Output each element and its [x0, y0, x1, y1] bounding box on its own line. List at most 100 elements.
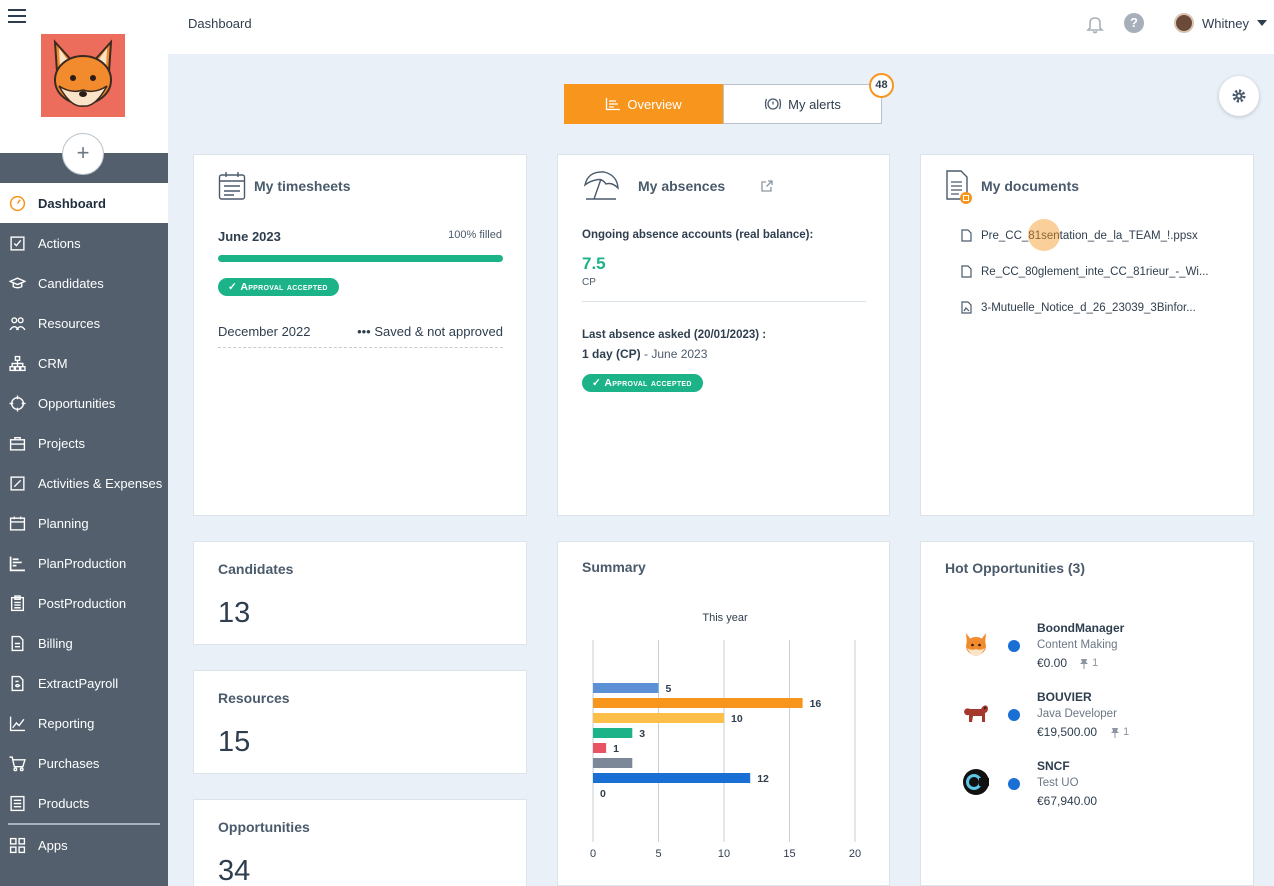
- bar: [593, 773, 751, 783]
- sidebar-item-apps[interactable]: Apps: [0, 825, 168, 865]
- sidebar-item-crm[interactable]: CRM: [0, 343, 168, 383]
- fox-logo-icon: [53, 39, 113, 107]
- bar: [593, 698, 803, 708]
- bar: [593, 713, 724, 723]
- user-menu[interactable]: Whitney: [1174, 13, 1267, 33]
- sidebar-item-planning[interactable]: Planning: [0, 503, 168, 543]
- tab-my-alerts-label: My alerts: [788, 96, 841, 112]
- sidebar-item-actions[interactable]: Actions: [0, 223, 168, 263]
- people-icon: [7, 314, 27, 332]
- last-absence-details: 1 day (CP) - June 2023: [582, 347, 707, 361]
- timesheet-status: ••• Saved & not approved: [357, 324, 503, 339]
- sidebar-item-label: Candidates: [38, 275, 104, 291]
- opportunities-card[interactable]: Opportunities 34: [193, 799, 527, 886]
- document-name: Pre_CC_81sentation_de_la_TEAM_!.ppsx: [981, 229, 1198, 242]
- sidebar-item-label: Opportunities: [38, 395, 116, 411]
- help-icon[interactable]: ?: [1124, 13, 1144, 33]
- sidebar-item-billing[interactable]: Billing: [0, 623, 168, 663]
- opportunity-amount: €0.00: [1037, 656, 1068, 670]
- opportunity-amount: €67,940.00: [1037, 794, 1098, 808]
- checklist-icon: [7, 234, 27, 252]
- sidebar-item-label: Products: [38, 795, 90, 811]
- company-logo[interactable]: [41, 34, 125, 117]
- sidebar-item-label: Billing: [38, 635, 73, 651]
- timesheet-month[interactable]: June 2023: [218, 229, 281, 244]
- hot-opportunities-card: Hot Opportunities (3) BoondManager Conte…: [920, 541, 1254, 886]
- data-label: 16: [810, 698, 822, 710]
- gear-icon: [1232, 89, 1246, 103]
- document-link[interactable]: 3-Mutuelle_Notice_d_26_23039_3Binfor...: [961, 301, 1196, 314]
- fox-logo-icon: [966, 633, 986, 657]
- sidebar-item-label: Planning: [38, 515, 89, 531]
- opportunity-name: BoondManager: [1037, 621, 1125, 635]
- tab-my-alerts[interactable]: My alerts: [723, 84, 882, 124]
- opportunities-count: 34: [218, 855, 251, 886]
- opportunity-item[interactable]: BoondManager Content Making €0.00 1: [921, 621, 1255, 681]
- sidebar-item-dashboard[interactable]: Dashboard: [0, 183, 168, 223]
- dashboard-settings-button[interactable]: [1219, 76, 1259, 116]
- invoice-icon: [7, 634, 27, 652]
- sidebar-item-candidates[interactable]: Candidates: [0, 263, 168, 303]
- edit-document-icon: [7, 474, 27, 492]
- timesheet-row[interactable]: December 2022 ••• Saved & not approved: [218, 322, 503, 348]
- chevron-down-icon: [1256, 20, 1267, 26]
- external-link-icon[interactable]: [761, 180, 773, 192]
- hamburger-menu-icon[interactable]: [8, 9, 26, 25]
- cart-icon: [7, 754, 27, 772]
- opportunity-title: Test UO: [1037, 777, 1079, 789]
- sidebar-item-label: PlanProduction: [38, 555, 127, 571]
- last-absence-label: Last absence asked (20/01/2023) :: [582, 329, 767, 341]
- bar: [593, 758, 633, 768]
- data-label: 1: [613, 743, 619, 755]
- clipboard-icon: [7, 594, 27, 612]
- overview-icon: [606, 98, 621, 111]
- card-title: Candidates: [218, 561, 294, 577]
- last-absence-month: - June 2023: [640, 347, 708, 361]
- status-dot: [1008, 778, 1020, 790]
- resources-card[interactable]: Resources 15: [193, 670, 527, 774]
- document-link[interactable]: Pre_CC_81sentation_de_la_TEAM_!.ppsx: [961, 229, 1198, 242]
- tab-overview[interactable]: Overview: [564, 84, 723, 124]
- pin-count: 1: [1110, 726, 1129, 738]
- candidates-count: 13: [218, 597, 251, 629]
- sidebar: + Dashboard Actions Candidates Resources…: [0, 0, 168, 886]
- summary-chart: This year 0 5 10 15 20 5 16 10 3 1 12 0: [590, 612, 861, 860]
- sidebar-item-products[interactable]: Products: [0, 783, 168, 823]
- pin-icon: [1080, 658, 1088, 669]
- gantt-icon: [7, 554, 27, 572]
- card-title: Opportunities: [218, 819, 310, 835]
- sidebar-item-activities-expenses[interactable]: Activities & Expenses: [0, 463, 168, 503]
- candidates-card[interactable]: Candidates 13: [193, 541, 527, 645]
- top-bar: Dashboard ? Whitney: [168, 0, 1274, 54]
- notifications-bell-icon[interactable]: [1085, 14, 1105, 39]
- opportunity-item[interactable]: SNCF Test UO €67,940.00: [921, 759, 1255, 819]
- last-absence-days: 1 day (CP): [582, 347, 641, 361]
- apps-grid-icon: [7, 836, 27, 854]
- sidebar-item-opportunities[interactable]: Opportunities: [0, 383, 168, 423]
- status-badge: ✓ Approval accepted: [582, 374, 703, 392]
- sidebar-item-purchases[interactable]: Purchases: [0, 743, 168, 783]
- sidebar-item-postproduction[interactable]: PostProduction: [0, 583, 168, 623]
- tab-overview-label: Overview: [627, 96, 682, 112]
- card-title: Hot Opportunities (3): [945, 560, 1085, 576]
- sidebar-item-planproduction[interactable]: PlanProduction: [0, 543, 168, 583]
- card-title: Resources: [218, 690, 290, 706]
- documents-card: My documents Pre_CC_81sentation_de_la_TE…: [920, 154, 1254, 516]
- sidebar-item-extractpayroll[interactable]: ExtractPayroll: [0, 663, 168, 703]
- sidebar-item-reporting[interactable]: Reporting: [0, 703, 168, 743]
- add-button[interactable]: +: [62, 133, 104, 175]
- status-dot: [1008, 640, 1020, 652]
- data-label: 3: [639, 728, 645, 740]
- sidebar-header: [0, 0, 168, 153]
- sidebar-item-resources[interactable]: Resources: [0, 303, 168, 343]
- data-label: 5: [666, 683, 672, 695]
- document-link[interactable]: Re_CC_80glement_inte_CC_81rieur_-_Wi...: [961, 265, 1209, 278]
- timesheet-month: December 2022: [218, 324, 311, 339]
- document-icon: [946, 170, 972, 204]
- summary-card: Summary This year 0 5 10 15 20 5 16 10 3 1 12 0: [557, 541, 890, 886]
- sidebar-item-projects[interactable]: Projects: [0, 423, 168, 463]
- opportunity-item[interactable]: BOUVIER Java Developer €19,500.00 1: [921, 690, 1255, 750]
- timesheet-progress-bar: [218, 255, 503, 262]
- opportunity-name: SNCF: [1037, 759, 1070, 773]
- calendar-icon: [218, 172, 246, 200]
